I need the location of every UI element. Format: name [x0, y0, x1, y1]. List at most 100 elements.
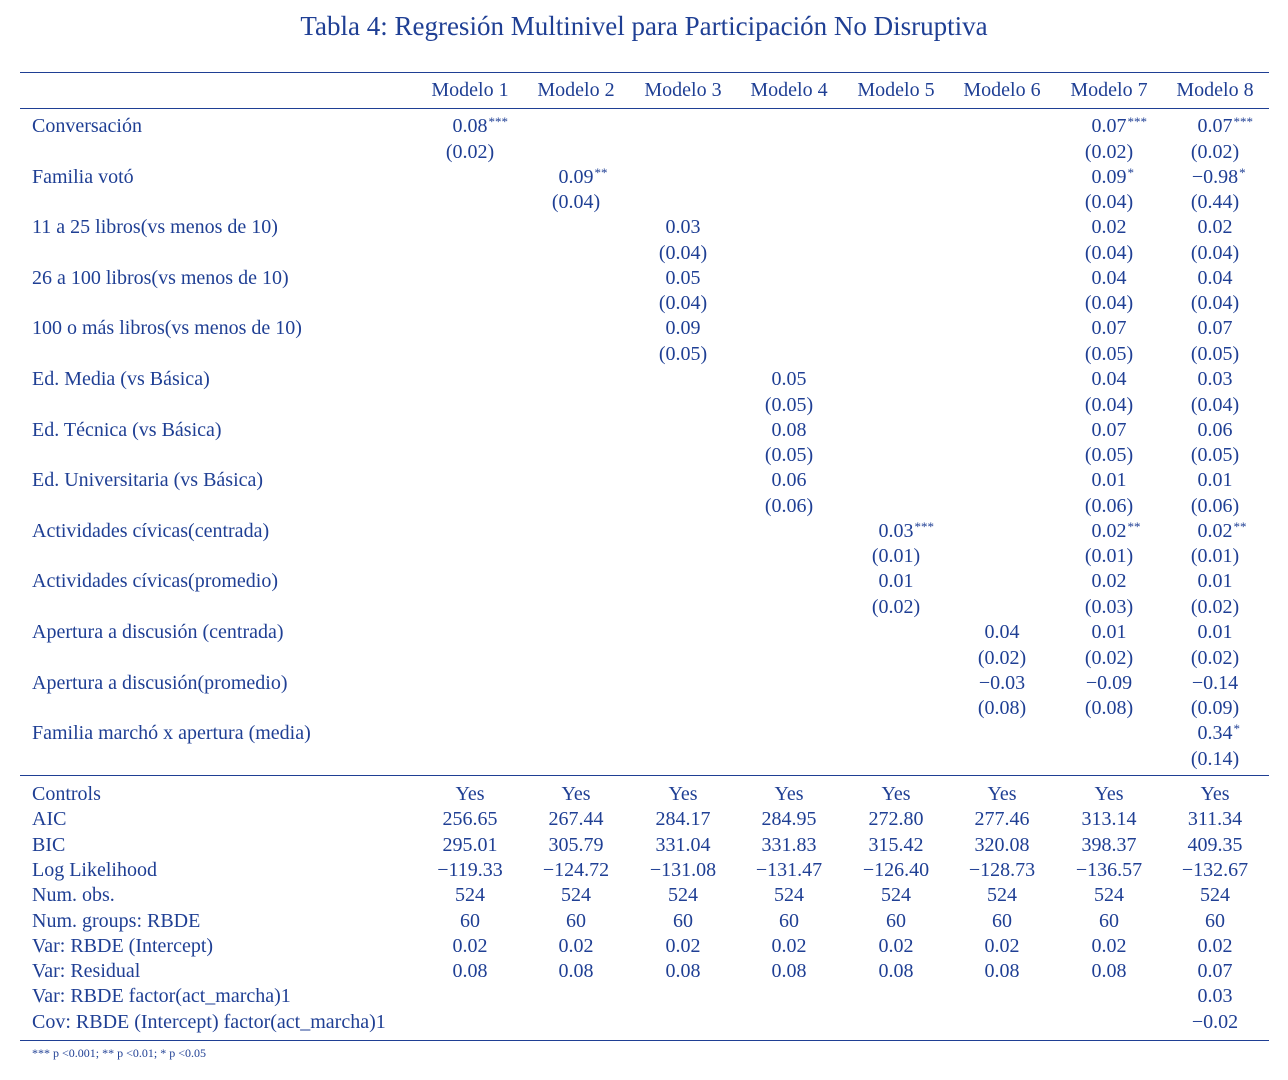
coefficient-estimate: 0.07 [1091, 418, 1127, 441]
table-title: Tabla 4: Regresión Multinivel para Parti… [300, 11, 988, 41]
standard-error: (0.05) [1190, 342, 1240, 365]
statistic-value: Yes [987, 783, 1017, 805]
coefficient-estimate: 0.01 [1197, 469, 1233, 492]
column-header: Modelo 1 [431, 79, 509, 101]
statistic-value: −119.33 [437, 858, 503, 881]
statistic-value: 0.02 [771, 934, 807, 957]
statistic-row: Cov: RBDE (Intercept) factor(act_marcha)… [0, 1010, 1288, 1035]
row-label: Ed. Universitaria (vs Básica) [32, 469, 264, 492]
statistic-value: 409.35 [1187, 833, 1243, 856]
coefficient-estimate: 0.05 [665, 266, 701, 289]
statistic-value: 256.65 [442, 808, 498, 831]
coefficient-row: Actividades cívicas(promedio) 0.01 0.02 0.0… [0, 569, 1288, 594]
standard-error: (0.02) [1190, 595, 1240, 618]
statistic-value: 0.08 [878, 960, 914, 983]
standard-error: (0.02) [871, 595, 921, 618]
statistic-value: −128.73 [968, 858, 1036, 881]
coefficient-estimate: 0.04 [1091, 266, 1127, 289]
coefficient-row: Apertura a discusión(promedio) −0.03 −0.09… [0, 671, 1288, 696]
statistic-value: −131.47 [755, 858, 823, 881]
significance-stars: *** [488, 114, 509, 129]
statistic-value: 311.34 [1187, 808, 1243, 831]
coefficient-row: Familia votó 0.09 ** 0.09 * −0.98 * [0, 165, 1288, 190]
coefficient-estimate: 0.01 [1197, 621, 1233, 643]
statistic-value: 284.17 [655, 808, 711, 831]
standard-error: (0.05) [764, 444, 814, 467]
statistic-value: 331.04 [655, 833, 711, 856]
column-header: Modelo 2 [537, 79, 615, 101]
standard-error: (0.04) [658, 292, 708, 315]
statistic-value: 60 [779, 909, 799, 932]
coefficient-estimate: 0.07 *** [1056, 114, 1162, 139]
row-label: Log Likelihood [32, 858, 157, 881]
coefficient-estimate: 0.02 ** [1162, 519, 1268, 544]
standard-error-row: (0.05) (0.04) (0.04) [0, 393, 1288, 418]
coefficient-row: Ed. Universitaria (vs Básica) 0.06 0.01 0.0… [0, 468, 1288, 493]
coefficient-estimate: 0.08 [771, 418, 807, 441]
statistic-value: 60 [1099, 909, 1119, 932]
coefficient-estimate: 0.01 [1091, 469, 1127, 492]
standard-error-row: (0.02) (0.02) (0.02) [0, 646, 1288, 671]
statistic-value: 60 [566, 909, 586, 932]
row-label: Ed. Media (vs Básica) [32, 368, 210, 390]
coefficient-estimate: −0.09 [1085, 671, 1133, 694]
statistic-value: 284.95 [761, 808, 817, 831]
standard-error: (0.02) [977, 646, 1027, 669]
statistic-value: −126.40 [862, 858, 930, 881]
column-header: Modelo 3 [644, 79, 722, 101]
statistic-value: 313.14 [1081, 808, 1137, 831]
statistic-value: 0.08 [771, 960, 807, 983]
statistic-row: Var: Residual 0.08 0.08 0.08 0.08 0.08 0.08 0.0… [0, 959, 1288, 984]
coefficient-estimate: −0.03 [978, 671, 1026, 694]
standard-error: (0.05) [764, 393, 814, 416]
coefficient-estimate: −0.14 [1191, 671, 1239, 694]
standard-error: (0.08) [977, 697, 1027, 720]
statistic-value: 0.03 [1197, 985, 1233, 1008]
statistic-value: 0.02 [878, 934, 914, 957]
row-label: Actividades cívicas(centrada) [32, 519, 270, 542]
statistic-row: Num. obs. 524 524 524 524 524 524 524 524 [0, 883, 1288, 908]
standard-error: (0.06) [1084, 494, 1134, 517]
column-header: Modelo 5 [857, 79, 935, 101]
standard-error: (0.14) [1190, 747, 1240, 770]
significance-stars: ** [1233, 518, 1247, 534]
statistic-value: 315.42 [868, 833, 924, 856]
statistic-value: 0.08 [1091, 960, 1127, 983]
statistic-value: Yes [668, 783, 698, 805]
standard-error-row: (0.06) (0.06) (0.06) [0, 494, 1288, 519]
significance-footnote: *** p <0.001; ** p <0.01; * p <0.05 [32, 1046, 206, 1060]
standard-error: (0.04) [1084, 393, 1134, 416]
statistic-value: −124.72 [542, 858, 610, 881]
mid-rule [20, 775, 1269, 776]
standard-error: (0.03) [1084, 595, 1134, 618]
coefficient-row: Actividades cívicas(centrada) 0.03 *** 0.02… [0, 519, 1288, 544]
standard-error: (0.02) [445, 140, 495, 163]
row-label: Var: RBDE factor(act_marcha)1 [32, 985, 291, 1008]
standard-error: (0.04) [551, 191, 601, 214]
standard-error: (0.09) [1190, 697, 1240, 720]
row-label: Ed. Técnica (vs Básica) [32, 418, 222, 441]
standard-error: (0.05) [1190, 444, 1240, 467]
statistic-value: 524 [561, 884, 591, 907]
standard-error: (0.05) [1084, 342, 1134, 365]
statistic-value: 305.79 [548, 833, 604, 856]
coefficient-estimate: 0.08 *** [417, 114, 523, 139]
standard-error: (0.01) [1190, 545, 1240, 568]
row-label: BIC [32, 833, 66, 856]
column-header: Modelo 4 [750, 79, 828, 101]
top-rule [20, 72, 1269, 73]
standard-error-row: (0.08) (0.08) (0.09) [0, 696, 1288, 721]
coefficient-estimate: 0.04 [984, 621, 1020, 643]
standard-error: (0.06) [764, 494, 814, 517]
column-header: Modelo 6 [963, 79, 1041, 101]
statistic-value: 0.02 [665, 934, 701, 957]
coefficient-estimate: 0.06 [771, 469, 807, 492]
standard-error: (0.08) [1084, 697, 1134, 720]
row-label: Num. groups: RBDE [32, 909, 201, 932]
statistic-value: 277.46 [974, 808, 1030, 831]
coefficient-estimate: 0.07 [1091, 317, 1127, 340]
statistic-value: 524 [1094, 884, 1124, 907]
statistic-value: 0.07 [1197, 960, 1233, 983]
statistic-value: 524 [774, 884, 804, 907]
statistic-value: Yes [774, 783, 804, 805]
